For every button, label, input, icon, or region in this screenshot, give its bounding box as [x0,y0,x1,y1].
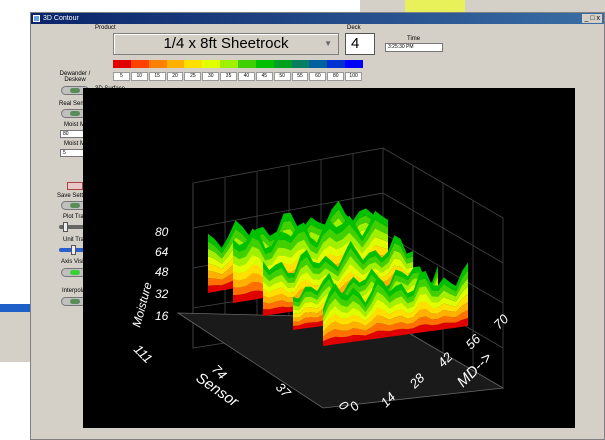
surface-band [323,270,468,318]
surface-band [263,242,413,283]
z-tick: 16 [155,309,169,323]
scale-value: 30 [202,72,220,81]
scale-value: 20 [166,72,184,81]
time-label: Time [407,36,421,42]
scale-value: 55 [291,72,309,81]
color-swatch [220,60,239,68]
z-tick: 80 [155,225,169,239]
scale-value: 100 [345,72,363,81]
background-yellow-panel [405,0,465,12]
moist-max-label: Moist Max [64,122,92,128]
color-swatch [309,60,328,68]
surface-band [263,258,413,293]
z-tick: 32 [155,287,169,301]
toggle-knob [70,88,80,93]
app-icon [33,15,40,22]
md-tick: 70 [491,311,512,332]
axis-visible-label: Axis Visible [61,259,92,265]
z-axis-ticks: 80 64 48 32 16 [155,225,169,323]
surface-band [233,210,388,255]
color-swatch [130,60,149,68]
surface-plot[interactable]: 80 64 48 32 16 Moisture 111 74 37 0 Sens… [83,88,575,428]
z-axis-label: Moisture [129,280,155,328]
surface-band [323,262,468,314]
time-field: 3:25:30 PM [385,43,443,52]
product-select[interactable]: 1/4 x 8ft Sheetrock ▼ [113,33,339,55]
scale-value: 35 [220,72,238,81]
surface-band [233,219,388,261]
color-swatch [327,60,346,68]
scale-value: 50 [273,72,291,81]
toggle-knob [70,299,80,304]
slider-thumb[interactable] [63,222,68,232]
plot-trans-slider[interactable] [59,222,89,232]
scale-value: 40 [238,72,255,81]
color-swatch [113,60,131,68]
color-legend-bar [113,60,364,68]
color-swatch [202,60,221,68]
color-swatch [184,60,203,68]
surface-band [323,318,468,346]
color-swatch [255,60,274,68]
interpolate-label: Interpolate [62,288,91,294]
window-title: 3D Contour [43,15,79,22]
color-swatch [273,60,292,68]
surface-plot-svg: 80 64 48 32 16 Moisture 111 74 37 0 Sens… [129,147,512,414]
deck-label: Deck [347,25,361,31]
surface-band [323,294,468,332]
toggle-knob [70,270,80,275]
scale-value: 60 [309,72,327,81]
color-swatch [345,60,364,68]
surface-band [323,286,468,328]
plot-trans-label: Plot Trans [63,214,91,220]
surface-band [323,310,468,342]
product-label: Product [95,25,116,31]
background-window-top [360,0,605,12]
toggle-knob [70,111,80,116]
color-swatch [238,60,256,68]
unit-trans-label: Unit Trans [63,237,91,243]
chevron-down-icon[interactable]: ▼ [324,39,332,48]
surface-band [233,228,388,267]
color-scale-values: 5 10 15 20 25 30 35 40 45 50 55 60 80 100 [113,72,363,81]
scale-value: 45 [255,72,273,81]
color-swatch [166,60,185,68]
surface-band [263,235,413,278]
dewander-label: Dewander / Deskew [59,71,91,83]
window-titlebar: 3D Contour _ □ x [31,13,604,24]
toggle-knob [70,203,80,208]
save-settings-button[interactable] [67,182,83,190]
product-value: 1/4 x 8ft Sheetrock [163,35,289,52]
real-sensors-label: Real Sensors [59,101,96,107]
surface-band [293,265,438,303]
moisture-surface [208,200,468,346]
surface-band [323,302,468,337]
sensor-tick: 111 [131,342,156,367]
scale-value: 15 [148,72,166,81]
scale-value: 5 [113,72,130,81]
surface-band [323,278,468,323]
deck-field[interactable]: 4 [345,33,375,55]
z-tick: 64 [155,245,169,259]
scale-value: 10 [130,72,148,81]
surface-band [293,271,438,307]
z-tick: 48 [155,265,169,279]
color-swatch [291,60,310,68]
scale-value: 80 [327,72,345,81]
slider-thumb[interactable] [71,245,76,255]
unit-trans-slider[interactable] [59,245,89,255]
color-swatch [148,60,167,68]
surface-band [263,250,413,288]
md-tick: 56 [463,331,484,352]
scale-value: 25 [184,72,202,81]
moist-min-label: Moist Min [64,141,90,147]
save-settings-label: Save Settings [57,193,95,199]
window-controls[interactable]: _ □ x [582,14,602,23]
